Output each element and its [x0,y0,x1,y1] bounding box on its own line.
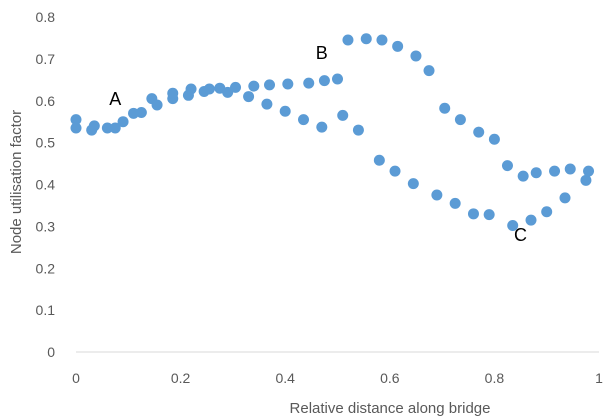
data-point [117,116,129,128]
y-tick-label: 0.8 [36,9,56,25]
y-tick-label: 0.2 [36,260,56,276]
data-point [517,170,529,182]
y-tick-label: 0.5 [36,135,56,151]
data-point [279,105,291,117]
data-point [559,192,571,204]
annotation-label: A [109,89,121,109]
data-point [332,73,343,85]
data-point [360,33,372,45]
data-point [449,197,461,209]
x-axis-title: Relative distance along bridge [290,400,491,417]
data-point [248,80,260,92]
x-tick-label: 0.4 [275,370,295,386]
data-point [407,178,419,190]
data-point [167,87,179,99]
data-point [342,34,354,46]
data-point [88,120,100,132]
data-point [135,106,147,118]
data-point [352,124,364,136]
data-point [507,220,519,232]
annotations: A B C [109,43,527,245]
data-points [70,33,595,232]
data-point [264,79,276,91]
data-point [109,122,121,134]
y-axis-title: Node utilisation factor [8,110,25,254]
y-tick-label: 0 [47,344,55,360]
data-point [151,99,163,111]
data-point [376,34,388,46]
x-tick-label: 0.6 [380,370,400,386]
y-tick-label: 0.1 [36,302,56,318]
data-point [530,167,542,179]
data-point [473,126,485,138]
data-point [410,50,422,62]
x-axis-ticks: 0 0.2 0.4 0.6 0.8 1 [72,370,603,386]
y-axis-ticks: 0 0.1 0.2 0.3 0.4 0.5 0.6 0.7 0.8 [36,9,56,360]
y-tick-label: 0.7 [36,51,56,67]
data-point [392,40,404,52]
y-tick-label: 0.3 [36,218,56,234]
data-point [467,208,479,220]
data-point [316,121,328,133]
data-point [373,154,385,166]
y-tick-label: 0.6 [36,93,56,109]
data-point [583,165,595,177]
data-point [70,122,82,134]
data-point [303,77,315,89]
data-point [488,133,500,145]
annotation-label: B [316,43,328,63]
data-point [282,78,294,90]
data-point [243,91,255,103]
x-tick-label: 0.2 [171,370,191,386]
data-point [439,102,451,114]
data-point [541,206,553,218]
annotation-label: C [514,225,527,245]
data-point [423,65,435,77]
x-tick-label: 0.8 [485,370,505,386]
data-point [318,75,330,87]
data-point [261,98,273,110]
y-tick-label: 0.4 [36,177,56,193]
x-tick-label: 1 [595,370,603,386]
data-point [230,81,242,93]
data-point [431,189,443,201]
data-point [525,214,537,226]
data-point [454,114,466,126]
data-point [483,209,495,221]
data-point [564,163,576,175]
data-point [185,83,197,95]
data-point [298,114,310,126]
data-point [501,160,513,172]
data-point [70,114,82,126]
data-point [549,165,561,177]
data-point [222,86,234,98]
data-point [389,165,401,177]
data-point [580,174,592,186]
data-point [101,122,113,134]
data-point [203,83,215,95]
x-tick-label: 0 [72,370,80,386]
data-point [337,109,349,121]
